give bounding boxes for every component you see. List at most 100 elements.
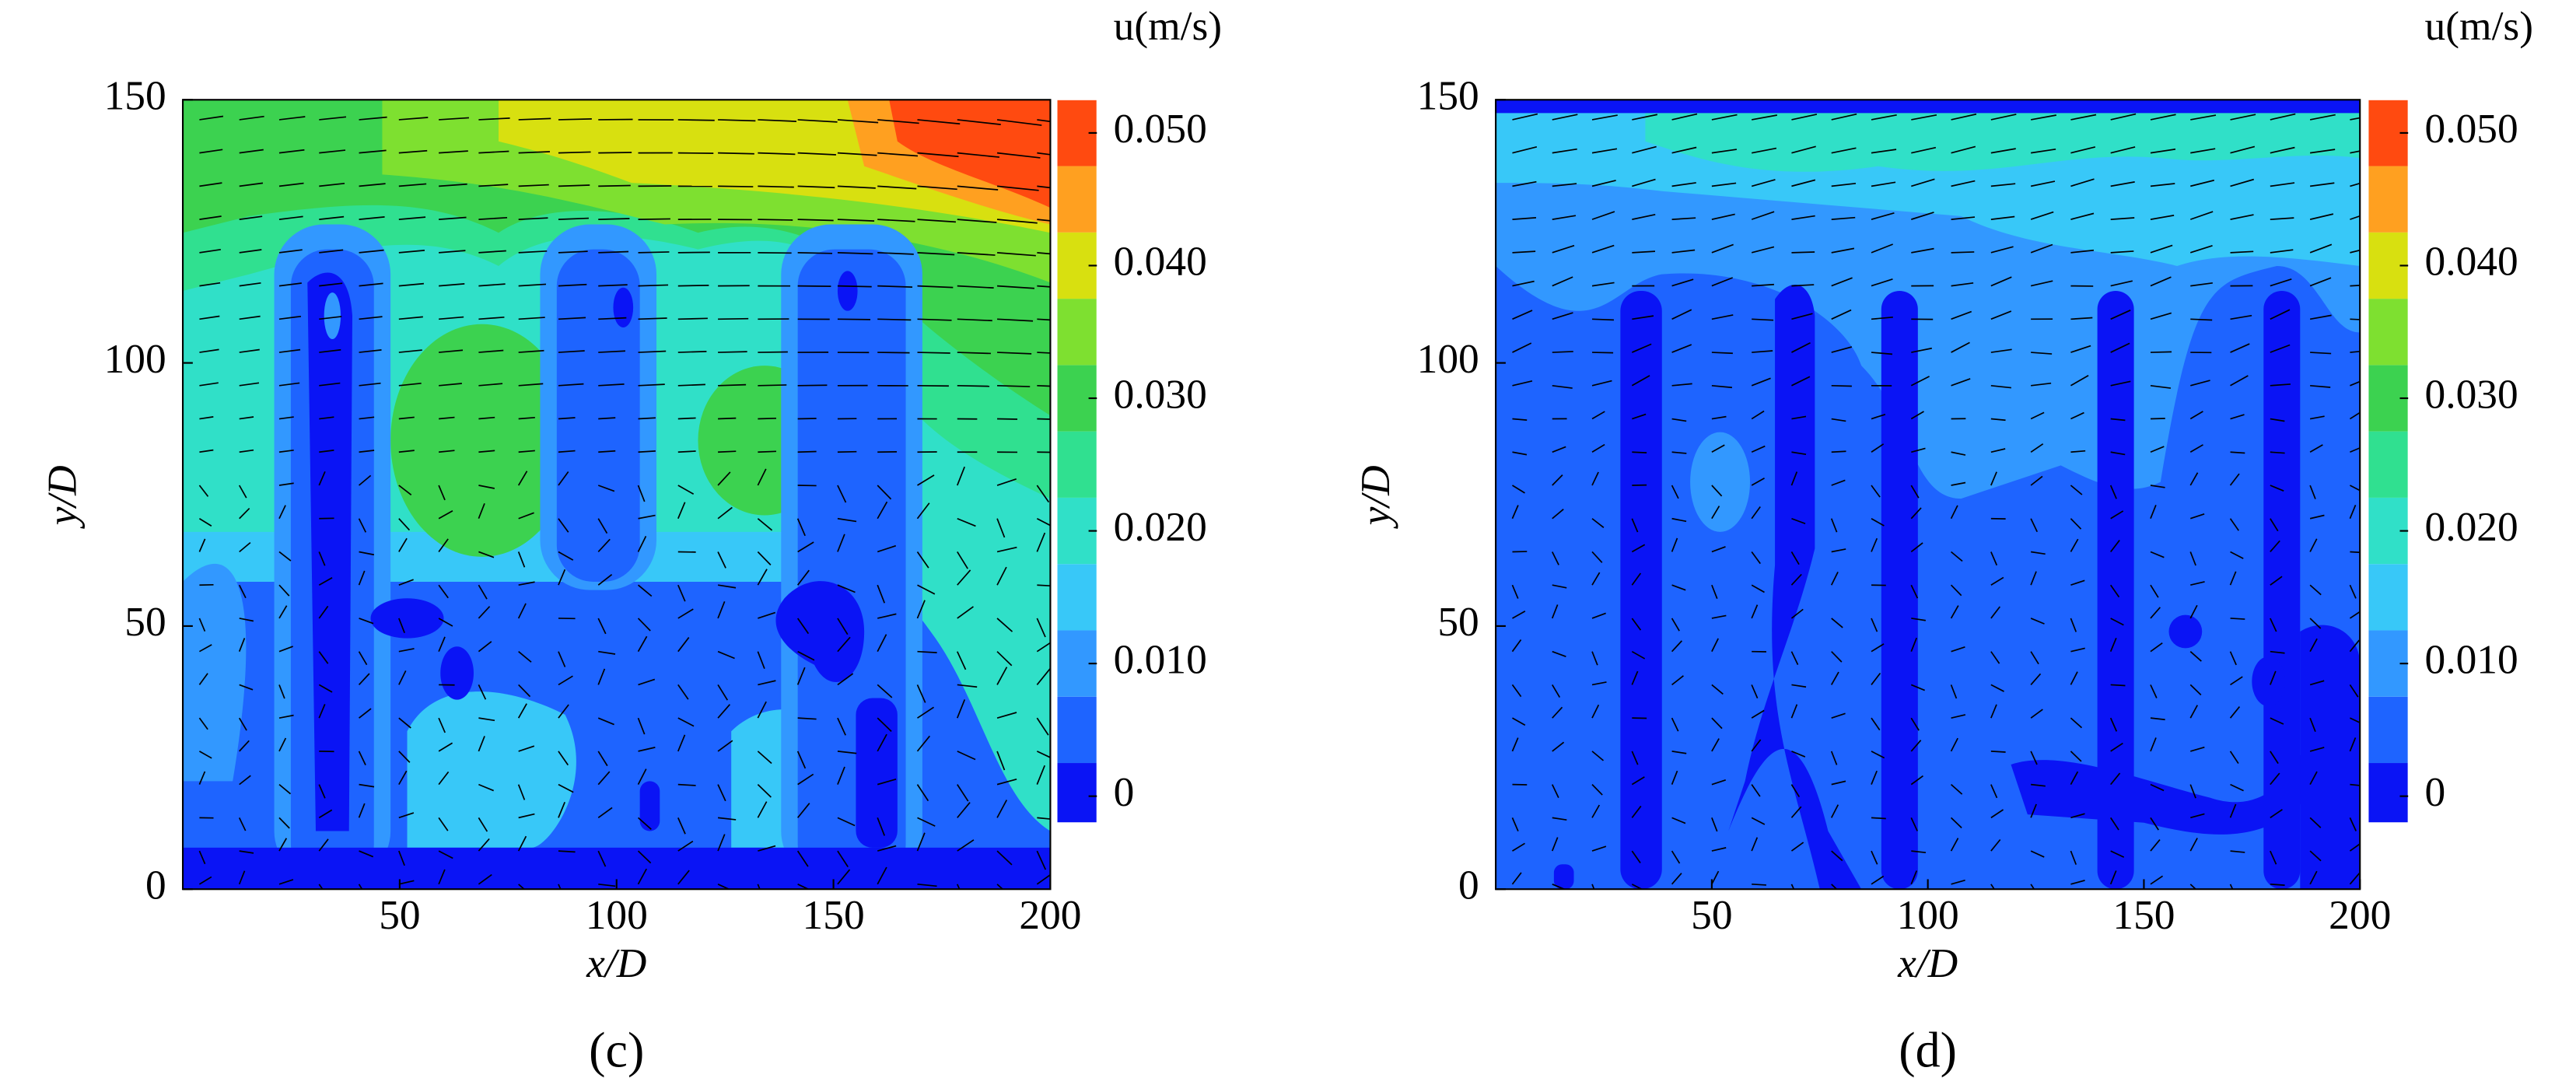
vector xyxy=(1911,447,1926,453)
vector xyxy=(2110,418,2126,422)
vector xyxy=(996,618,1013,632)
vector xyxy=(2270,344,2291,353)
vector xyxy=(717,704,731,719)
vector xyxy=(837,817,856,827)
vector xyxy=(198,717,208,730)
vector xyxy=(2230,783,2244,792)
vector xyxy=(598,350,626,353)
vector xyxy=(438,850,453,859)
vector xyxy=(558,471,569,486)
vector xyxy=(1871,517,1885,527)
colorbar-tick-label: 0.020 xyxy=(1114,503,1207,550)
vector xyxy=(1711,584,1718,600)
vector xyxy=(2349,817,2357,831)
vector xyxy=(1751,147,1777,154)
vector xyxy=(439,383,462,387)
vector xyxy=(1592,352,1614,354)
vector xyxy=(1036,485,1050,503)
vector xyxy=(718,317,749,320)
vector xyxy=(1552,509,1564,520)
vector xyxy=(2190,513,2205,520)
vector xyxy=(1591,651,1598,666)
x-tick-label: 200 xyxy=(2329,891,2391,938)
vector xyxy=(398,149,428,154)
vector xyxy=(1790,651,1799,666)
vector xyxy=(2350,318,2361,320)
vector xyxy=(439,117,470,121)
vector xyxy=(198,618,206,632)
vector xyxy=(278,783,292,795)
vector xyxy=(1037,252,1051,255)
vector xyxy=(2309,415,2325,420)
vector xyxy=(796,667,806,685)
vector xyxy=(439,250,466,254)
vector xyxy=(478,349,504,353)
vector xyxy=(2309,213,2334,220)
vector xyxy=(718,152,754,155)
vector xyxy=(2350,285,2361,287)
vector xyxy=(1871,672,1881,685)
vector xyxy=(1036,751,1051,758)
vector xyxy=(2110,451,2126,456)
vector xyxy=(2309,771,2318,786)
vector xyxy=(1990,684,2004,692)
vector xyxy=(837,869,851,885)
vector xyxy=(239,182,264,187)
vector xyxy=(797,773,814,786)
vector xyxy=(438,485,446,501)
vector xyxy=(1871,751,1885,759)
vector xyxy=(996,800,1008,818)
vector xyxy=(877,252,914,255)
vector xyxy=(757,551,772,565)
vector xyxy=(2270,146,2295,154)
vector xyxy=(239,416,254,420)
vector xyxy=(359,349,382,353)
vector xyxy=(558,651,566,667)
vector xyxy=(1631,618,1642,631)
vector xyxy=(1632,451,1647,453)
vector xyxy=(796,751,807,769)
vector xyxy=(319,282,343,287)
vector xyxy=(1911,618,1927,621)
vector xyxy=(358,570,366,586)
vector xyxy=(1632,213,1656,220)
vector xyxy=(916,600,926,619)
vector xyxy=(957,152,1000,158)
vector xyxy=(797,418,817,420)
vector xyxy=(2150,114,2176,121)
vector xyxy=(439,349,464,353)
vector xyxy=(758,119,797,122)
vector xyxy=(1037,318,1051,321)
vector xyxy=(1671,217,1696,220)
vector xyxy=(558,350,585,353)
vector xyxy=(1831,247,1855,254)
colorbar-tick-label: 0.020 xyxy=(2425,503,2518,550)
vector xyxy=(837,751,857,754)
vector xyxy=(2309,243,2333,254)
x-tick-label: 50 xyxy=(379,891,420,938)
vector xyxy=(2270,618,2277,632)
vector xyxy=(758,417,776,420)
vector xyxy=(2190,318,2213,321)
vector xyxy=(1790,806,1802,818)
vector xyxy=(997,384,1031,387)
vector xyxy=(1671,850,1681,864)
vector xyxy=(2270,485,2284,492)
vector xyxy=(2349,611,2361,619)
vector xyxy=(1037,119,1051,123)
vector xyxy=(239,382,260,387)
vector xyxy=(1591,612,1606,619)
vector xyxy=(1910,376,1930,387)
vector xyxy=(1831,418,1846,422)
vector xyxy=(1631,343,1652,353)
colorbar-band xyxy=(2368,166,2409,233)
vector xyxy=(518,450,535,453)
vector xyxy=(1512,146,1538,154)
vector xyxy=(398,485,412,495)
vector xyxy=(2230,214,2254,220)
vector xyxy=(877,318,912,321)
vector xyxy=(1990,884,1996,890)
vector xyxy=(2350,249,2361,254)
vector xyxy=(478,551,495,558)
vector xyxy=(478,150,509,154)
